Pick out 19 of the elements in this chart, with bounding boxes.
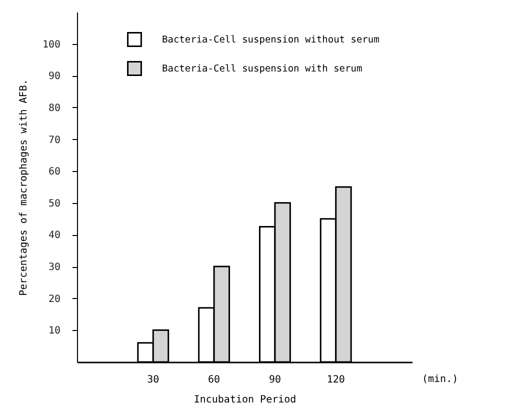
y-tick-label: 70 — [48, 134, 60, 146]
x-axis-title: Incubation Period — [194, 394, 296, 406]
legend-label: Bacteria-Cell suspension without serum — [162, 34, 380, 46]
y-tick-label: 20 — [48, 294, 60, 305]
y-tick-label: 100 — [42, 39, 60, 50]
y-tick-label: 10 — [48, 326, 60, 337]
y-tick-label: 40 — [48, 230, 60, 242]
y-tick-label: 30 — [48, 262, 60, 274]
y-tick-label: 80 — [48, 102, 60, 114]
legend-label: Bacteria-Cell suspension with serum — [162, 64, 362, 74]
x-tick-label: 120 — [326, 374, 345, 386]
text: (min.) — [422, 374, 458, 385]
y-tick-label: 90 — [48, 71, 60, 82]
x-tick-label: 60 — [208, 374, 220, 386]
y-axis-title: Percentages of macrophages with AFB. — [18, 79, 30, 296]
y-tick-label: 50 — [48, 198, 60, 210]
x-tick-label: 90 — [268, 374, 281, 386]
y-tick-label: 60 — [48, 166, 60, 178]
x-tick-label: 30 — [147, 374, 160, 386]
